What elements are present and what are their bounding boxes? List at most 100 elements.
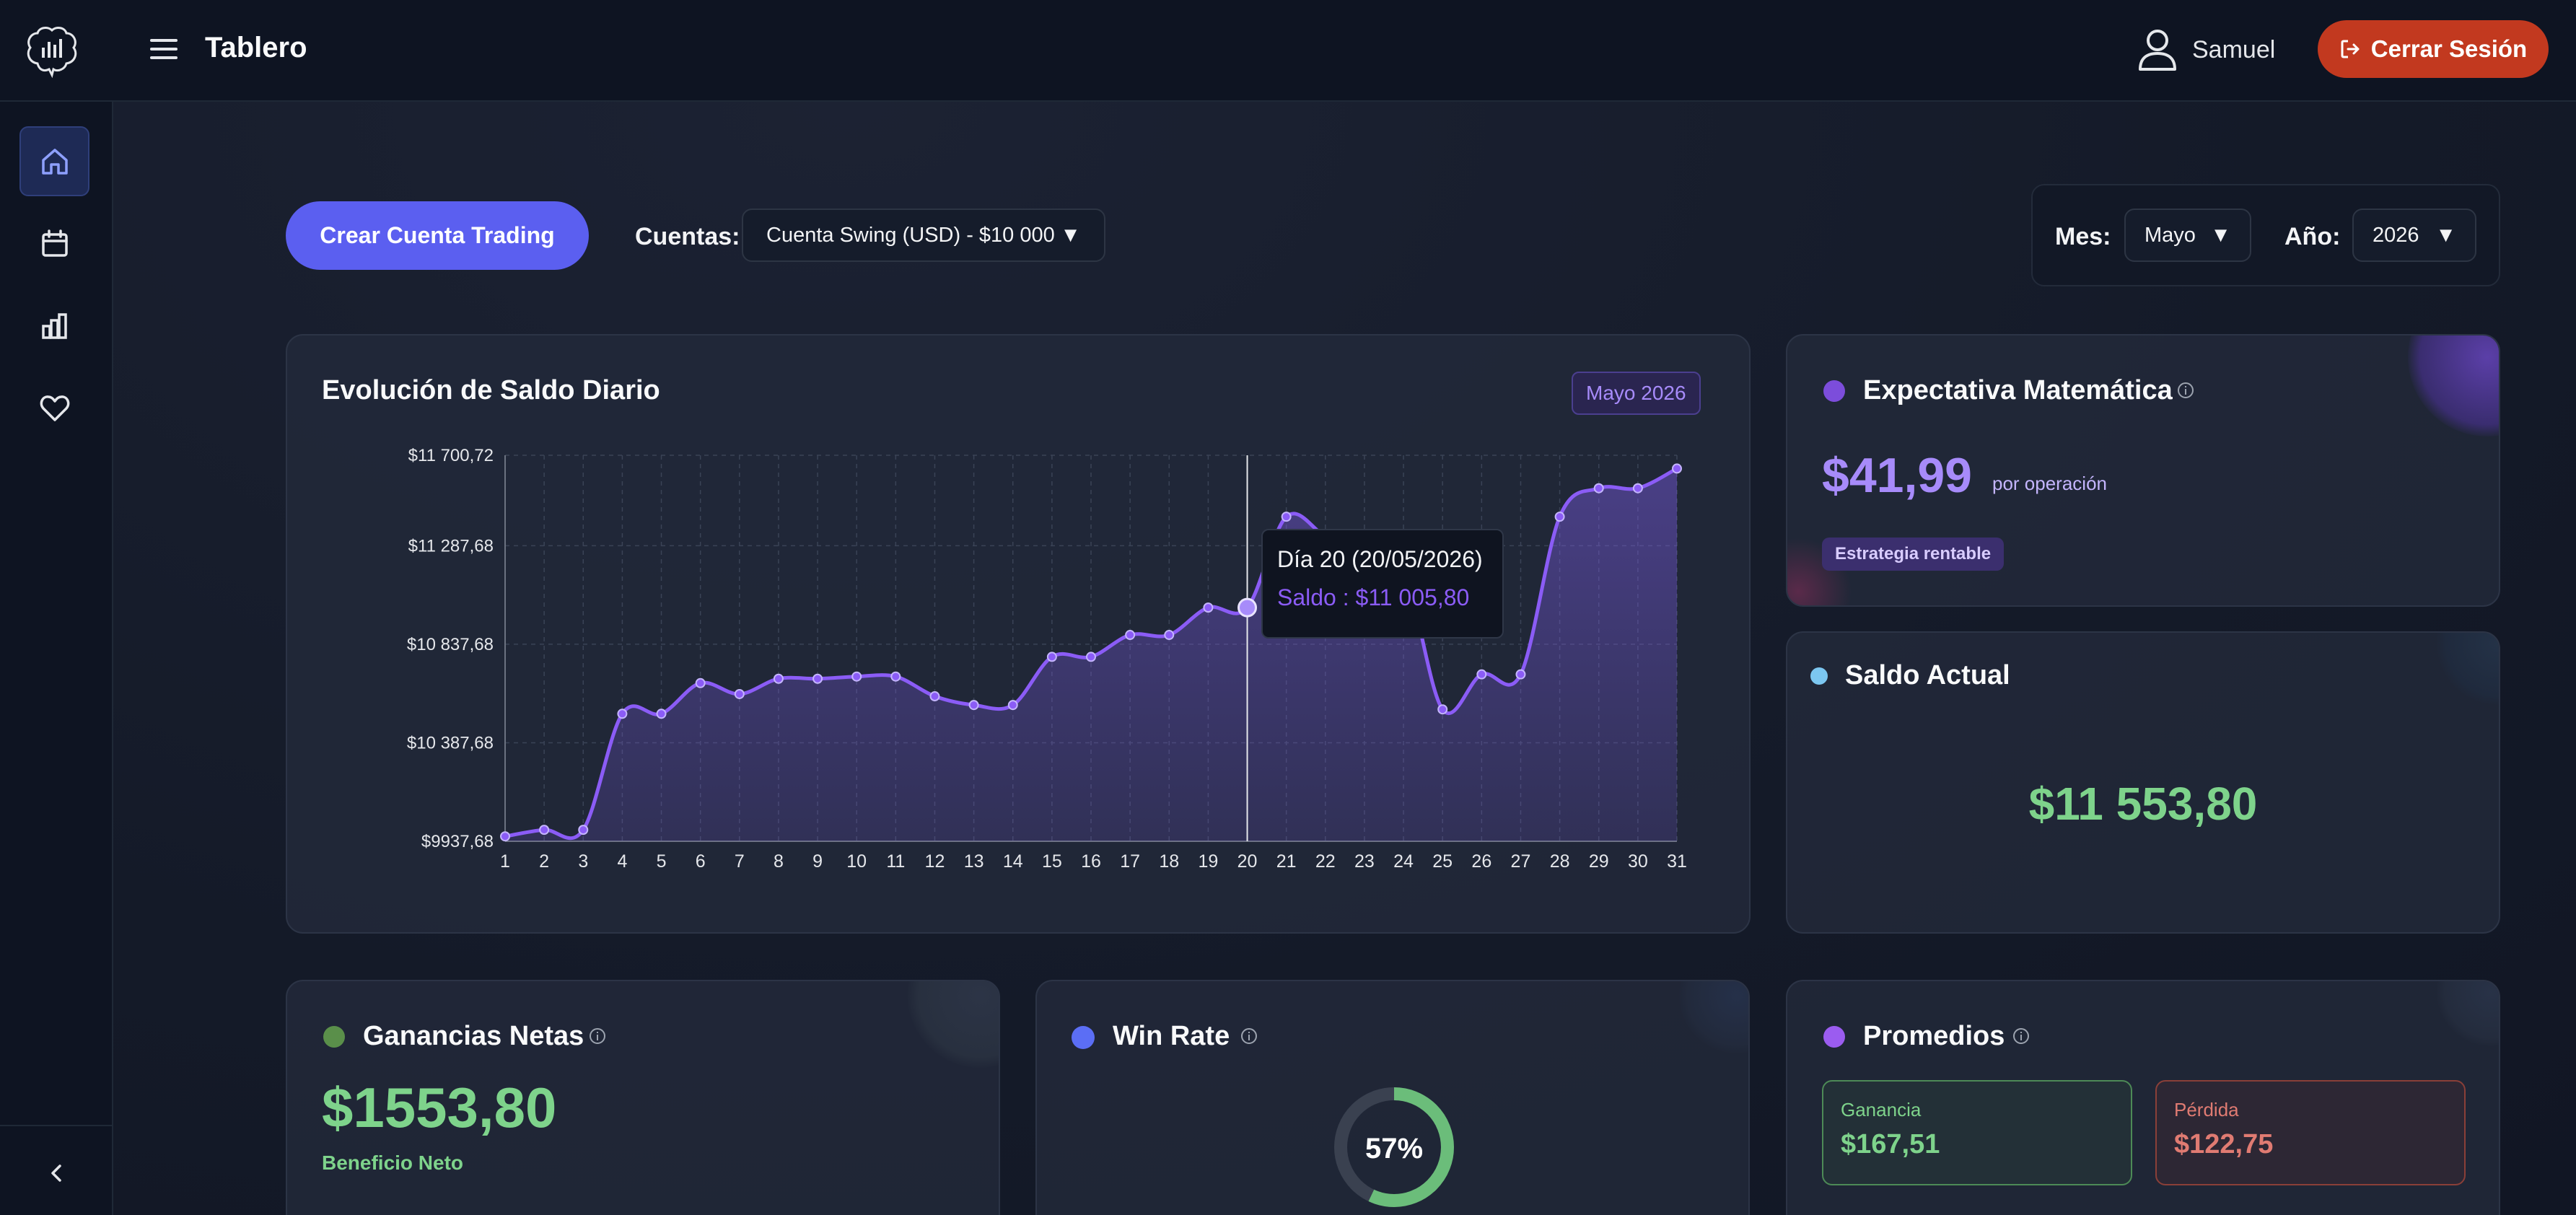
info-icon[interactable] [2012,1027,2030,1045]
data-point[interactable] [1515,669,1526,680]
x-tick-label: 1 [500,851,510,872]
sidebar-item-favorites[interactable] [19,373,89,443]
sidebar-item-calendar[interactable] [19,209,89,278]
data-point[interactable] [500,831,510,842]
x-tick-label: 9 [812,851,823,872]
x-tick-label: 10 [846,851,867,872]
data-point[interactable] [929,691,940,702]
data-point[interactable] [1203,602,1214,613]
x-tick-label: 6 [696,851,706,872]
data-point[interactable] [656,709,667,719]
brain-chart-logo-icon[interactable] [23,22,81,79]
data-point[interactable] [1281,512,1292,522]
highlighted-data-point[interactable] [1237,597,1258,618]
user-icon[interactable] [2136,27,2179,72]
win-rate-title: Win Rate [1113,1021,1230,1051]
year-select-value: 2026 [2373,223,2419,247]
tooltip-title: Día 20 (20/05/2026) [1277,546,1483,572]
info-icon[interactable] [1240,1027,1258,1045]
year-select[interactable]: 2026 ▼ [2352,209,2476,262]
data-point[interactable] [1125,630,1136,641]
dropdown-arrow-icon: ▼ [2435,223,2456,247]
x-tick-label: 13 [964,851,984,872]
data-point[interactable] [1164,630,1175,641]
data-point[interactable] [1046,652,1057,662]
x-tick-label: 27 [1511,851,1531,872]
sidebar-collapse-button[interactable] [42,1159,71,1188]
x-tick-label: 20 [1237,851,1258,872]
user-name[interactable]: Samuel [2192,36,2276,63]
averages-card: Promedios Ganancia $167,51 Pérdida $122,… [1786,980,2500,1215]
month-select-value: Mayo [2145,223,2196,247]
dropdown-arrow-icon: ▼ [2210,223,2231,247]
x-tick-label: 21 [1276,851,1297,872]
data-point[interactable] [773,673,784,684]
sidebar-divider [0,1125,112,1126]
data-point[interactable] [1672,463,1682,474]
data-point[interactable] [695,677,706,688]
calendar-icon [41,229,68,257]
account-select[interactable]: Cuenta Swing (USD) - $10 000 ▼ [742,209,1105,262]
data-point[interactable] [578,825,589,835]
x-tick-label: 15 [1042,851,1062,872]
data-point[interactable] [734,688,745,699]
logout-label: Cerrar Sesión [2370,35,2528,62]
balance-line-chart[interactable]: $11 700,72 $11 287,68 $10 837,68 $10 387,68… [287,335,1751,934]
logout-icon [2341,40,2360,58]
sidebar [0,102,113,1215]
info-icon[interactable] [589,1027,606,1045]
decorative-blob [2437,633,2499,705]
data-point[interactable] [812,673,823,684]
data-point[interactable] [1007,700,1018,711]
win-rate-card: Win Rate 57% [1035,980,1750,1215]
net-profit-value: $1553,80 [322,1076,557,1139]
page-title: Tablero [205,32,307,63]
info-icon[interactable] [2177,382,2194,399]
data-point[interactable] [1437,704,1448,715]
bar-chart-icon [41,312,67,339]
y-tick-label: $10 387,68 [407,733,494,753]
data-point[interactable] [1632,483,1643,494]
x-tick-label: 26 [1471,851,1491,872]
menu-icon[interactable] [149,35,179,63]
decorative-blob [2408,335,2499,437]
x-tick-label: 4 [617,851,627,872]
expectancy-unit: por operación [1992,473,2107,494]
data-point[interactable] [1593,483,1604,494]
x-tick-label: 31 [1667,851,1687,872]
x-tick-label: 3 [578,851,588,872]
month-select[interactable]: Mayo ▼ [2124,209,2251,262]
x-tick-label: 28 [1550,851,1570,872]
x-tick-label: 23 [1354,851,1375,872]
sidebar-item-home[interactable] [19,126,89,196]
data-point[interactable] [1086,652,1096,662]
expectancy-dot [1823,380,1845,402]
data-point[interactable] [1476,669,1487,680]
decorative-blob [1679,981,1748,1053]
data-point[interactable] [851,671,862,682]
data-point[interactable] [968,700,979,711]
sidebar-item-statistics[interactable] [19,291,89,361]
x-tick-label: 11 [886,851,905,872]
averages-title: Promedios [1863,1021,2005,1051]
data-point[interactable] [539,825,550,835]
data-point[interactable] [890,671,901,682]
net-profit-card: Ganancias Netas $1553,80 Beneficio Neto [286,980,1000,1215]
x-tick-label: 2 [539,851,549,872]
x-tick-label: 29 [1589,851,1609,872]
heart-icon [40,395,69,421]
balance-dot [1810,667,1828,685]
current-balance-title: Saldo Actual [1845,660,2010,690]
logout-button[interactable]: Cerrar Sesión [2318,20,2549,78]
data-point[interactable] [617,709,628,719]
balance-evolution-card: Evolución de Saldo Diario Mayo 2026 $11 … [286,334,1751,934]
win-rate-dot [1072,1026,1095,1049]
create-trading-account-button[interactable]: Crear Cuenta Trading [286,201,589,270]
data-point[interactable] [1554,512,1565,522]
x-tick-label: 5 [657,851,667,872]
accounts-label: Cuentas: [635,223,740,250]
home-icon [41,148,68,175]
expectancy-value: $41,99 [1822,448,1972,503]
x-tick-label: 24 [1393,851,1414,872]
x-tick-label: 8 [774,851,784,872]
